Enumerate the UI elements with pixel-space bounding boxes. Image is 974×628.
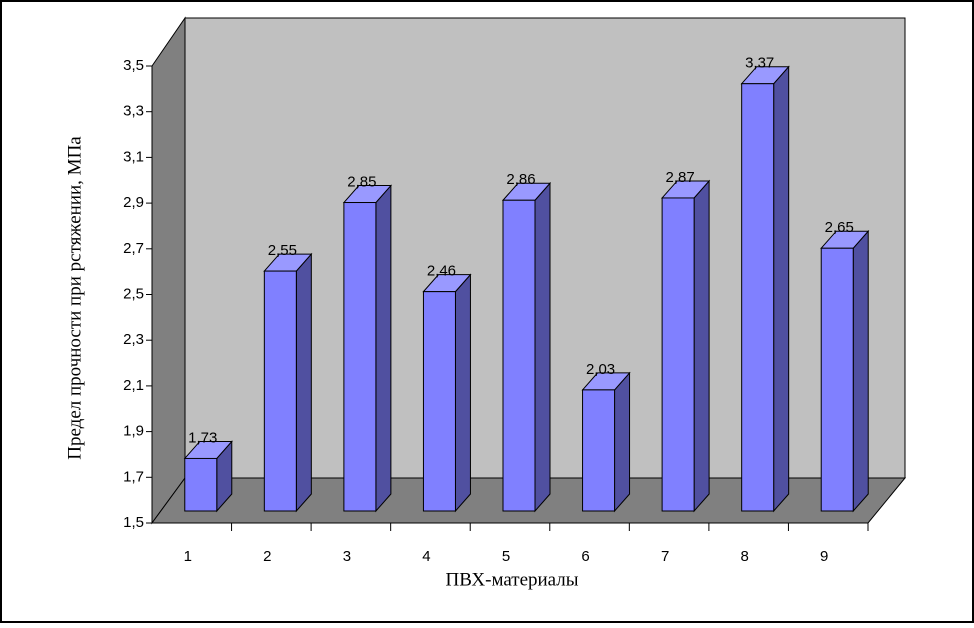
y-tick-label: 2,1 bbox=[123, 377, 144, 394]
x-tick-label: 9 bbox=[820, 548, 828, 565]
x-tick-label: 3 bbox=[343, 548, 351, 565]
value-label: 2,03 bbox=[586, 361, 615, 378]
x-tick-label: 4 bbox=[422, 548, 430, 565]
bar bbox=[263, 270, 297, 512]
value-label: 3,37 bbox=[745, 55, 774, 72]
value-label: 1,73 bbox=[188, 429, 217, 446]
y-tick-label: 3,3 bbox=[123, 103, 144, 120]
value-label: 2,86 bbox=[506, 171, 535, 188]
y-tick-label: 2,9 bbox=[123, 194, 144, 211]
x-tick-label: 8 bbox=[740, 548, 748, 565]
y-tick-label: 2,7 bbox=[123, 240, 144, 257]
bar-side bbox=[852, 229, 869, 513]
bar bbox=[343, 202, 377, 512]
y-tick-label: 2,3 bbox=[123, 331, 144, 348]
side-wall bbox=[151, 16, 186, 525]
bar bbox=[184, 457, 218, 512]
y-tick-label: 3,5 bbox=[123, 57, 144, 74]
bar-side bbox=[295, 252, 312, 513]
bar bbox=[741, 83, 775, 512]
bar-side bbox=[375, 184, 392, 513]
x-axis-title: ПВХ-материалы bbox=[445, 569, 578, 590]
bar bbox=[820, 247, 854, 512]
value-label: 2,46 bbox=[427, 263, 456, 280]
bar bbox=[422, 291, 456, 512]
x-tick-label: 1 bbox=[184, 548, 192, 565]
bar-side bbox=[693, 179, 710, 513]
bar bbox=[582, 389, 616, 512]
bar bbox=[661, 197, 695, 512]
y-tick-label: 1,7 bbox=[123, 468, 144, 485]
bar-side bbox=[614, 371, 631, 513]
value-label: 2,65 bbox=[825, 219, 854, 236]
value-label: 2,85 bbox=[347, 173, 376, 190]
y-tick-label: 1,9 bbox=[123, 423, 144, 440]
bar bbox=[502, 199, 536, 512]
bar-side bbox=[534, 181, 551, 513]
y-tick-label: 2,5 bbox=[123, 285, 144, 302]
x-tick-label: 2 bbox=[263, 548, 271, 565]
y-tick-label: 1,5 bbox=[123, 514, 144, 531]
value-label: 2,87 bbox=[666, 169, 695, 186]
bar-side bbox=[454, 273, 471, 513]
x-tick-label: 5 bbox=[502, 548, 510, 565]
y-tick-label: 3,1 bbox=[123, 148, 144, 165]
value-label: 2,55 bbox=[268, 242, 297, 259]
y-axis-title: Предел прочности при рстяжении, МПа bbox=[64, 136, 85, 460]
bar-side bbox=[773, 65, 790, 513]
x-tick-label: 7 bbox=[661, 548, 669, 565]
x-tick-label: 6 bbox=[581, 548, 589, 565]
